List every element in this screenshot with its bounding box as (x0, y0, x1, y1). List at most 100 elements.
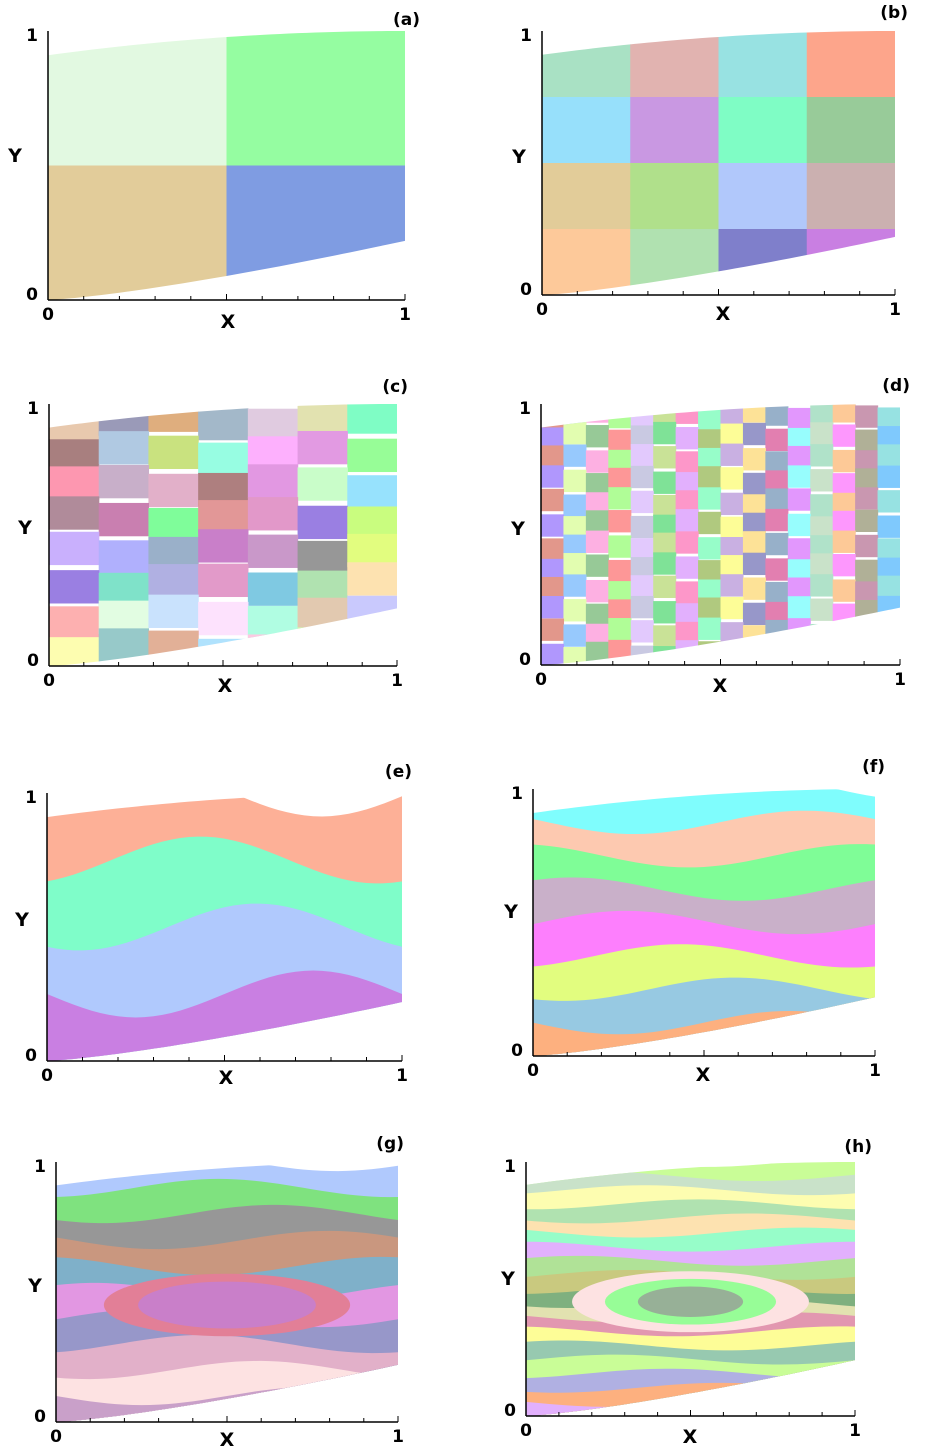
region-cell (630, 425, 654, 448)
region-cell (877, 538, 900, 561)
region-cell (765, 639, 789, 662)
region-cell (585, 450, 609, 473)
region-cell (742, 602, 766, 626)
region-cell (675, 621, 699, 645)
panel-label: (e) (385, 762, 412, 782)
y-tick-label: 0 (27, 651, 39, 671)
region-cell (698, 447, 722, 471)
x-axis-label: X (683, 1426, 698, 1448)
region-cell (653, 514, 677, 538)
x-tick-label: 1 (849, 1421, 861, 1441)
region-cell (675, 451, 699, 474)
region-cell (810, 422, 834, 445)
region-cell (877, 619, 900, 642)
y-tick-label: 1 (25, 788, 37, 808)
region-cell (49, 496, 100, 530)
y-tick-label: 0 (34, 1407, 46, 1427)
region-cell (698, 487, 722, 510)
region-map (541, 404, 900, 665)
region-cell (742, 512, 766, 536)
region-cell (810, 623, 834, 647)
region-cell (832, 530, 856, 553)
region-cell (541, 445, 565, 468)
region-cell (198, 563, 249, 598)
y-axis-label: Y (511, 146, 526, 168)
region-cell (742, 531, 766, 554)
region-cell (765, 470, 789, 493)
panel-label: (d) (882, 376, 910, 396)
region-cell (198, 406, 249, 441)
region-cell (585, 530, 609, 553)
region-cell (247, 497, 299, 531)
y-tick-label: 1 (34, 1157, 46, 1177)
region-cell (698, 429, 722, 452)
y-tick-label: 0 (520, 280, 532, 300)
x-axis-label: X (713, 675, 728, 697)
region-cell (765, 532, 789, 556)
region-cell (787, 538, 811, 561)
region-cell (630, 557, 654, 580)
region-cell (563, 647, 587, 665)
region-cell (765, 508, 789, 532)
y-axis-label: Y (27, 1275, 42, 1297)
y-axis-label: Y (7, 145, 22, 167)
region-cell (765, 451, 789, 474)
x-tick-label: 1 (399, 305, 411, 325)
region-cell (630, 444, 654, 467)
region-cell (653, 404, 677, 424)
region-cell (832, 642, 856, 665)
region-cell (98, 540, 150, 574)
region-cell (787, 577, 811, 600)
region-cell (810, 574, 834, 597)
panel-label: (c) (382, 377, 408, 397)
region-cell (563, 553, 587, 576)
y-tick-label: 1 (520, 26, 532, 46)
region-cell (742, 448, 766, 471)
region-cell (787, 488, 811, 511)
region-cell (718, 163, 808, 230)
region-cell (608, 487, 632, 510)
region-cell (247, 572, 299, 606)
region-cell (585, 404, 609, 423)
region-cell (585, 641, 609, 665)
x-tick-label: 1 (889, 300, 901, 320)
region-cell (877, 645, 900, 665)
region-cell (563, 599, 587, 622)
region-cell (787, 643, 811, 665)
region-cell (855, 429, 879, 452)
region-cell (198, 529, 249, 563)
region-cell (98, 431, 150, 465)
region-cell (765, 428, 789, 452)
region-cell (297, 467, 348, 501)
x-tick-label: 0 (41, 1066, 53, 1086)
region-cell (810, 535, 834, 558)
region-cell (720, 443, 744, 466)
chart-panel-a: (a) 1 00 1 Y X (7, 10, 420, 333)
region-cell (563, 534, 587, 557)
region-cell (787, 427, 811, 451)
region-cell (630, 620, 654, 643)
region-cell (810, 494, 834, 517)
x-tick-label: 1 (391, 671, 403, 691)
region-cell (653, 552, 677, 575)
region-cell (787, 407, 811, 431)
region-cell (787, 618, 811, 641)
region-cell (585, 554, 609, 577)
region-cell (48, 165, 228, 300)
region-cell (563, 516, 587, 539)
region-cell (347, 438, 397, 473)
region-cell (855, 559, 879, 583)
region-cell (608, 618, 632, 641)
region-cell (49, 637, 100, 666)
region-cell (148, 404, 199, 432)
region-cell (855, 534, 879, 558)
region-cell (720, 423, 744, 446)
region-cell (542, 163, 631, 230)
region-cell (347, 633, 397, 666)
region-cell (832, 492, 856, 516)
region-cell (608, 599, 632, 622)
region-cell (653, 494, 677, 518)
region-cell (698, 617, 722, 640)
region-cell (698, 579, 722, 602)
region-cell (832, 449, 856, 473)
